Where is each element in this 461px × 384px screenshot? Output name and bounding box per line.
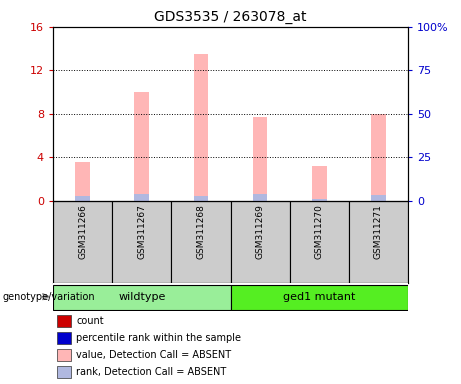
Bar — [134, 194, 149, 201]
Text: genotype/variation: genotype/variation — [2, 292, 95, 302]
Bar — [253, 194, 267, 201]
Bar — [194, 54, 208, 201]
Bar — [312, 199, 327, 201]
Bar — [194, 197, 208, 201]
Bar — [253, 117, 267, 201]
Text: ged1 mutant: ged1 mutant — [283, 292, 355, 302]
Bar — [312, 166, 327, 201]
Bar — [57, 366, 71, 378]
Bar — [349, 201, 408, 283]
Text: GSM311266: GSM311266 — [78, 204, 87, 259]
Bar — [57, 315, 71, 328]
Text: GSM311268: GSM311268 — [196, 204, 206, 259]
Bar — [57, 349, 71, 361]
Bar — [57, 332, 71, 344]
Text: GSM311270: GSM311270 — [315, 204, 324, 259]
Text: wildtype: wildtype — [118, 292, 165, 302]
Bar — [75, 162, 90, 201]
Text: rank, Detection Call = ABSENT: rank, Detection Call = ABSENT — [76, 367, 226, 377]
Text: percentile rank within the sample: percentile rank within the sample — [76, 333, 241, 343]
Bar — [290, 201, 349, 283]
Bar — [112, 201, 171, 283]
Bar — [371, 114, 386, 201]
Bar — [53, 201, 112, 283]
Text: GSM311269: GSM311269 — [255, 204, 265, 259]
Text: value, Detection Call = ABSENT: value, Detection Call = ABSENT — [76, 350, 231, 360]
Bar — [75, 197, 90, 201]
Bar — [371, 195, 386, 201]
Text: GSM311267: GSM311267 — [137, 204, 146, 259]
Bar — [134, 92, 149, 201]
Text: count: count — [76, 316, 104, 326]
Bar — [53, 285, 230, 310]
Title: GDS3535 / 263078_at: GDS3535 / 263078_at — [154, 10, 307, 25]
Bar — [230, 285, 408, 310]
Text: GSM311271: GSM311271 — [374, 204, 383, 259]
Bar — [230, 201, 290, 283]
Bar — [171, 201, 230, 283]
